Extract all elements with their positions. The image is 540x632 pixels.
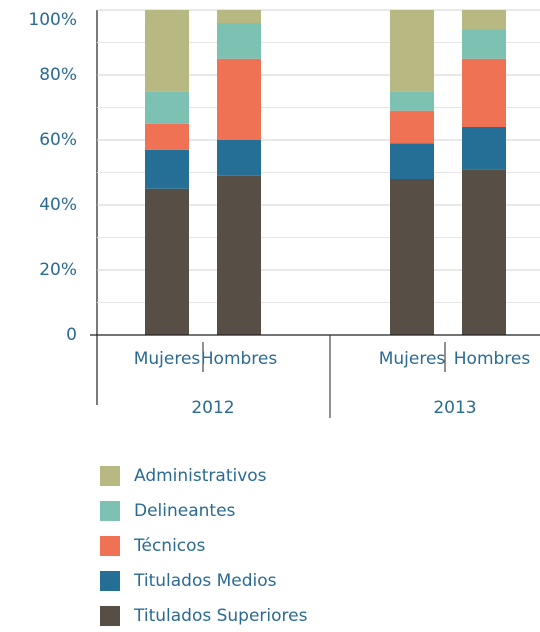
group-label: 2013 [433, 398, 476, 418]
bar-segment [145, 149, 189, 189]
y-tick-label: 100% [28, 10, 77, 30]
bar-segment [217, 23, 261, 59]
y-tick-label: 80% [39, 65, 77, 85]
legend-label: Técnicos [133, 536, 206, 556]
bar-segment [145, 10, 189, 92]
bar-segment [462, 58, 506, 127]
x-tick-label: Mujeres [134, 349, 201, 369]
bar-segment [462, 29, 506, 59]
group-label: 2012 [191, 398, 234, 418]
bar-segment [390, 91, 434, 111]
legend-label: Administrativos [134, 466, 267, 486]
x-tick-label: Hombres [201, 349, 278, 369]
bar-segment [390, 143, 434, 179]
bar-segment [462, 10, 506, 30]
bar-segment [217, 58, 261, 140]
x-tick-label: Hombres [454, 349, 531, 369]
legend-swatch [100, 536, 120, 556]
bar-segment [145, 91, 189, 124]
legend-swatch [100, 606, 120, 626]
bar-segment [462, 127, 506, 170]
x-tick-label: Mujeres [379, 349, 446, 369]
legend-swatch [100, 501, 120, 521]
y-tick-label: 40% [39, 195, 77, 215]
legend-label: Titulados Medios [133, 571, 277, 591]
bar-segment [390, 179, 434, 335]
bar-segment [217, 10, 261, 23]
bar-segment [217, 175, 261, 335]
legend-label: Delineantes [134, 501, 236, 521]
bar-segment [390, 10, 434, 92]
bar-segment [390, 110, 434, 144]
y-tick-label: 60% [39, 130, 77, 150]
y-tick-label: 0 [66, 325, 77, 345]
bar-segment [145, 123, 189, 150]
bar-segment [217, 140, 261, 176]
legend-swatch [100, 571, 120, 591]
y-tick-label: 20% [39, 260, 77, 280]
bar-segment [145, 188, 189, 335]
legend-swatch [100, 466, 120, 486]
bar-segment [462, 169, 506, 335]
legend-label: Titulados Superiores [133, 606, 308, 626]
